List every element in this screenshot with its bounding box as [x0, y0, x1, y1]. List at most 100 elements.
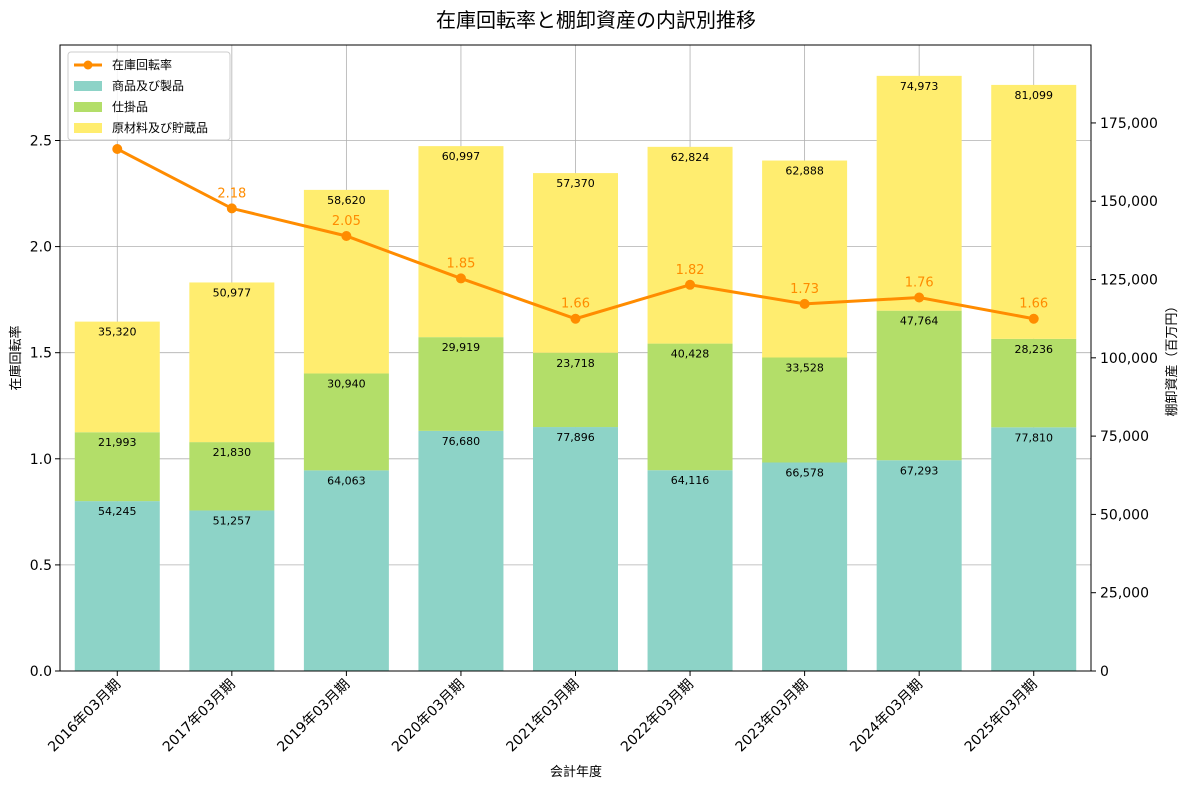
turnover-point: [914, 292, 925, 303]
y-right-tick-label: 100,000: [1100, 351, 1158, 367]
x-tick-label: 2023年03月期: [733, 677, 812, 756]
bar-segment: [991, 84, 1077, 339]
bar-segment: [762, 160, 848, 358]
bar-value-label: 64,063: [327, 474, 366, 487]
y-left-tick-label: 2.5: [30, 133, 52, 149]
bar-segment: [533, 427, 618, 671]
x-axis-title: 会計年度: [550, 764, 602, 780]
bar-value-label: 77,810: [1014, 431, 1053, 444]
turnover-point: [455, 273, 466, 284]
turnover-point-label: 2.05: [332, 214, 361, 229]
y-left-tick-label: 1.5: [30, 346, 52, 362]
y-left-tick-label: 0.0: [30, 664, 52, 680]
turnover-point-label: 2.18: [217, 186, 246, 201]
bar-value-label: 40,428: [671, 348, 710, 361]
turnover-point: [799, 298, 810, 309]
bar-value-label: 76,680: [442, 435, 481, 448]
turnover-point: [570, 313, 581, 324]
bar-value-label: 54,245: [98, 505, 137, 518]
bar-value-label: 58,620: [327, 194, 366, 207]
bar-value-label: 35,320: [98, 326, 137, 339]
y-left-tick-label: 2.0: [30, 240, 52, 256]
turnover-point: [112, 143, 123, 154]
turnover-point-label: 1.82: [676, 263, 705, 278]
bar-value-label: 21,830: [213, 446, 252, 459]
y-right-tick-label: 125,000: [1100, 273, 1158, 289]
x-tick-label: 2025年03月期: [962, 677, 1041, 756]
bar-segment: [189, 442, 275, 511]
bar-value-label: 33,528: [785, 361, 824, 374]
bar-value-label: 67,293: [900, 464, 939, 477]
bar-labels-layer: 54,245 21,993 35,320 51,257 21,830 50,977 64,0…: [98, 80, 1053, 528]
bar-value-label: 30,940: [327, 377, 366, 390]
bar-segment: [418, 430, 504, 671]
y-axis-left-title: 在庫回転率: [8, 325, 24, 390]
bar-segment: [303, 373, 389, 471]
turnover-line-layer: 2.18 2.05 1.85 1.66 1.82 1.73 1.76 1.66: [112, 143, 1048, 324]
turnover-point-label: 1.73: [790, 282, 819, 297]
bar-segment: [533, 352, 618, 428]
bar-value-label: 23,718: [556, 357, 595, 370]
turnover-point-label: 1.66: [1019, 297, 1048, 312]
turnover-point-label: 1.66: [561, 297, 590, 312]
y-right-tick-label: 0: [1100, 664, 1109, 680]
y-right-tick-label: 175,000: [1100, 116, 1158, 132]
turnover-point: [1028, 313, 1039, 324]
legend-box: [67, 51, 231, 141]
legend-label: 商品及び製品: [112, 78, 184, 93]
y-right-tick-label: 50,000: [1100, 507, 1149, 523]
legend-line-marker: [83, 60, 93, 70]
bar-segment: [189, 510, 275, 671]
bar-segment: [876, 75, 962, 311]
bar-segment: [876, 460, 962, 671]
y-right-tick-label: 75,000: [1100, 429, 1149, 445]
bar-segment: [418, 337, 504, 431]
legend-label: 在庫回転率: [112, 57, 172, 72]
bar-segment: [303, 470, 389, 671]
x-tick-label: 2019年03月期: [274, 677, 353, 756]
turnover-point-label: 1.85: [446, 256, 475, 271]
bar-segment: [74, 432, 160, 502]
bar-segment: [647, 343, 733, 471]
y-right-tick-label: 25,000: [1100, 586, 1149, 602]
x-tick-label: 2020年03月期: [389, 677, 468, 756]
legend-bar-swatch: [74, 102, 102, 112]
bar-segment: [876, 310, 962, 461]
y-left-tick-label: 0.5: [30, 558, 52, 574]
y-right-tick-label: 150,000: [1100, 194, 1158, 210]
bar-value-label: 47,764: [900, 315, 939, 328]
bar-segment: [74, 321, 160, 433]
turnover-point: [341, 230, 352, 241]
bar-segment: [647, 470, 733, 671]
bar-segment: [991, 427, 1077, 671]
bar-value-label: 21,993: [98, 436, 137, 449]
turnover-point: [685, 279, 696, 290]
x-tick-label: 2021年03月期: [504, 677, 583, 756]
bar-segment: [762, 357, 848, 463]
bar-value-label: 66,578: [785, 466, 824, 479]
bar-segment: [991, 338, 1077, 428]
bar-segment: [74, 501, 160, 671]
bar-value-label: 57,370: [556, 177, 595, 190]
legend-label: 仕掛品: [112, 99, 148, 114]
legend-label: 原材料及び貯蔵品: [112, 121, 208, 135]
bar-segment: [303, 189, 389, 374]
x-tick-label: 2017年03月期: [160, 677, 239, 756]
bar-segment: [647, 146, 733, 344]
y-left-tick-label: 1.0: [30, 452, 52, 468]
bar-value-label: 60,997: [442, 150, 481, 163]
legend-bar-swatch: [74, 123, 102, 133]
bar-value-label: 50,977: [213, 286, 252, 299]
x-tick-label: 2016年03月期: [45, 677, 124, 756]
bar-value-label: 51,257: [213, 514, 252, 527]
bar-value-label: 64,116: [671, 474, 710, 487]
bar-segment: [189, 282, 275, 443]
bar-value-label: 74,973: [900, 80, 939, 93]
bar-value-label: 62,888: [785, 165, 824, 178]
bars-layer: [74, 75, 1077, 671]
x-tick-label: 2022年03月期: [618, 677, 697, 756]
turnover-point: [226, 203, 237, 214]
bar-value-label: 81,099: [1014, 89, 1053, 102]
